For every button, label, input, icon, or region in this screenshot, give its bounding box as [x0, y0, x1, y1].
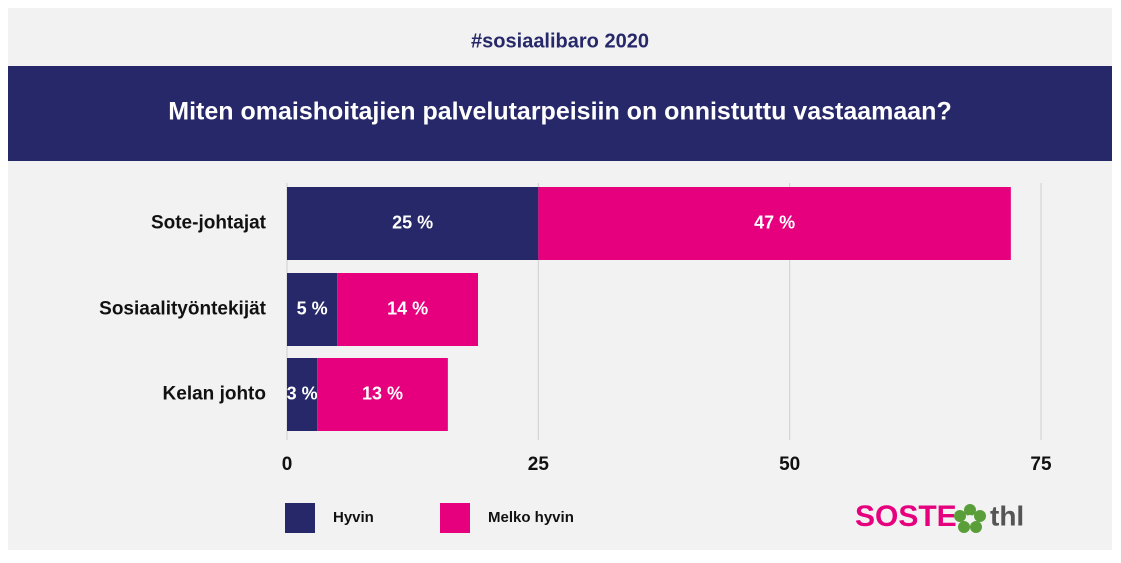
- legend-swatch: [285, 503, 315, 533]
- bar: [337, 273, 479, 346]
- bar: [287, 187, 539, 260]
- thl-icon: [954, 504, 986, 533]
- value-label: 5 %: [297, 298, 328, 318]
- bar: [287, 273, 338, 346]
- logo-soste: SOSTE: [855, 500, 957, 533]
- value-label: 13 %: [362, 383, 403, 403]
- value-label: 3 %: [287, 383, 318, 403]
- bar: [317, 358, 448, 431]
- legend-label: Hyvin: [333, 509, 374, 526]
- logo-thl: thl: [990, 500, 1024, 531]
- value-label: 47 %: [754, 212, 795, 232]
- bar: [287, 358, 318, 431]
- bar: [538, 187, 1011, 260]
- x-tick-label: 50: [779, 454, 800, 475]
- y-tick-label: Kelan johto: [163, 384, 266, 405]
- title-band: [8, 66, 1112, 161]
- y-tick-label: Sote-johtajat: [151, 213, 267, 234]
- y-tick-label: Sosiaalityöntekijät: [99, 299, 267, 320]
- x-tick-label: 0: [282, 454, 293, 475]
- value-label: 25 %: [392, 212, 433, 232]
- legend-swatch: [440, 503, 470, 533]
- x-tick-label: 25: [528, 454, 550, 475]
- x-tick-label: 75: [1030, 454, 1052, 475]
- plot: 0 25 50 75 Sote-johtajat 25 % 47 % Sosiaalityön…: [99, 183, 1052, 533]
- subtitle: #sosiaalibaro 2020: [471, 30, 649, 52]
- legend-label: Melko hyvin: [488, 509, 574, 526]
- value-label: 14 %: [387, 298, 428, 318]
- chart-title: Miten omaishoitajien palvelutarpeisiin o…: [168, 98, 951, 126]
